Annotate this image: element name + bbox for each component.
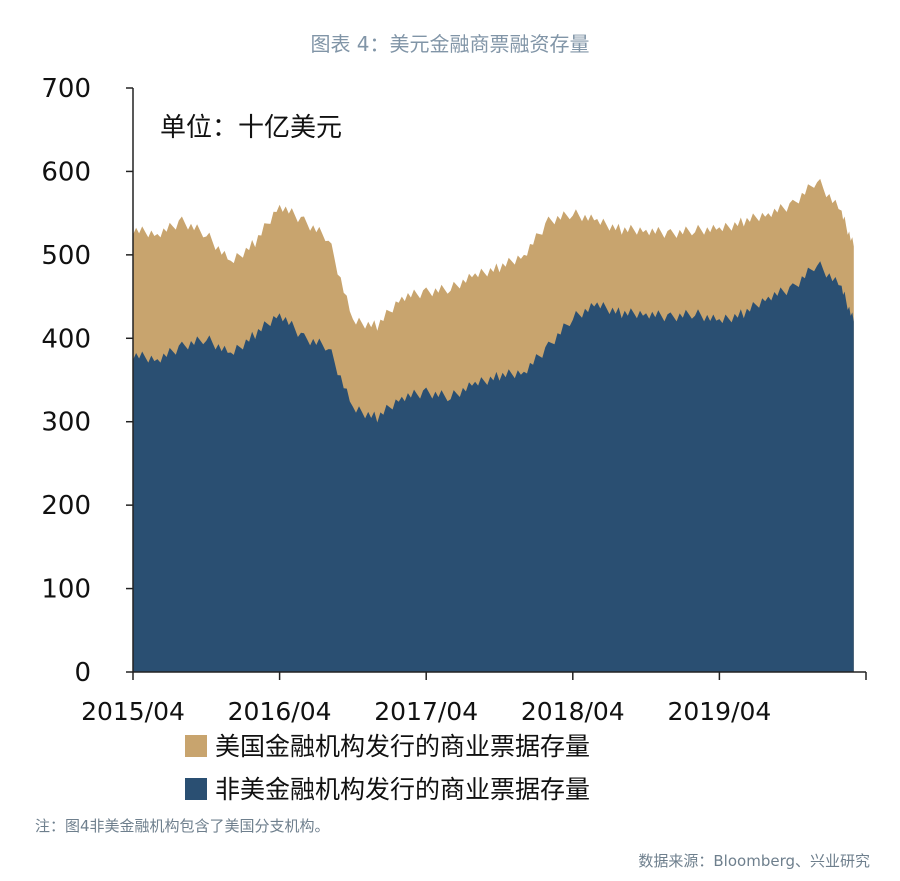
- y-tick-label: 0: [74, 658, 91, 688]
- legend-label-non-us: 非美金融机构发行的商业票据存量: [215, 775, 590, 804]
- x-tick-label: 2017/04: [374, 697, 478, 726]
- legend: 美国金融机构发行的商业票据存量 非美金融机构发行的商业票据存量: [185, 732, 590, 804]
- y-tick-label: 200: [41, 491, 91, 521]
- legend-swatch-non-us: [185, 778, 207, 800]
- legend-label-us: 美国金融机构发行的商业票据存量: [215, 732, 590, 761]
- axes: [132, 88, 866, 673]
- y-axis-ticks: 0 100 200 300 400 500 600 700: [41, 74, 133, 688]
- y-tick-label: 600: [41, 157, 91, 187]
- y-tick-label: 300: [41, 408, 91, 438]
- unit-label: 单位：十亿美元: [160, 113, 342, 143]
- y-tick-label: 500: [41, 241, 91, 271]
- footnote: 注：图4非美金融机构包含了美国分支机构。: [35, 817, 330, 835]
- y-tick-label: 700: [41, 74, 91, 104]
- legend-swatch-us: [185, 735, 207, 757]
- chart-title: 图表 4：美元金融商票融资存量: [310, 32, 590, 56]
- x-tick-label: 2019/04: [667, 697, 771, 726]
- y-tick-label: 400: [41, 324, 91, 354]
- source-text: 数据来源：Bloomberg、兴业研究: [638, 852, 870, 870]
- x-axis-ticks: 2015/04 2016/04 2017/04 2018/04 2019/04: [81, 672, 867, 726]
- plot-areas: [133, 178, 854, 672]
- x-tick-label: 2016/04: [228, 697, 332, 726]
- x-tick-label: 2015/04: [81, 697, 185, 726]
- y-tick-label: 100: [41, 575, 91, 605]
- x-tick-label: 2018/04: [521, 697, 625, 726]
- area-non-us-financial: [133, 261, 854, 672]
